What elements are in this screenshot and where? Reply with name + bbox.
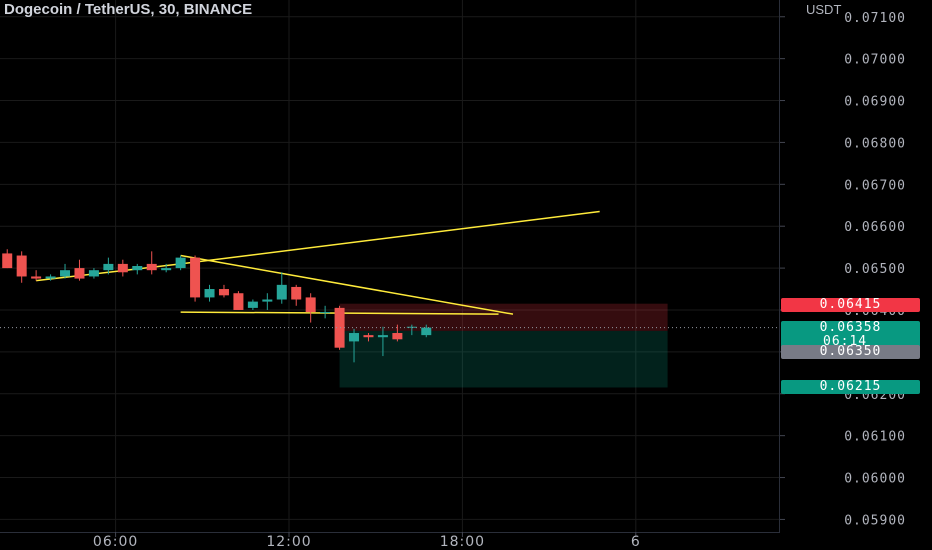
bullish-candle <box>88 268 99 279</box>
bullish-candle <box>103 257 114 275</box>
candle-body <box>175 257 186 269</box>
bullish-candle <box>175 255 186 271</box>
candle-body <box>262 299 273 302</box>
price-tick-label: 0.06600 <box>844 220 906 235</box>
time-tick-label: 6 <box>631 534 641 550</box>
take-profit-price-tag: 0.06215 <box>781 380 920 394</box>
bullish-candle <box>132 263 143 275</box>
price-tick-label: 0.06000 <box>844 472 906 487</box>
price-tick-label: 0.05900 <box>844 513 906 528</box>
price-tick-label: 0.06700 <box>844 178 906 193</box>
candle-body <box>392 333 403 340</box>
candle-body <box>117 263 128 273</box>
chart-grid <box>0 0 780 532</box>
price-tick-label: 0.06900 <box>844 95 906 110</box>
candle-body <box>204 289 215 298</box>
bearish-candle <box>233 291 244 310</box>
bullish-candle <box>349 328 360 363</box>
price-tick-label: 0.06500 <box>844 262 906 277</box>
candle-body <box>88 270 99 277</box>
candle-body <box>406 326 417 328</box>
chart-title: Dogecoin / TetherUS, 30, BINANCE <box>4 1 253 18</box>
candle-body <box>60 270 71 277</box>
bullish-candle <box>45 274 56 281</box>
bullish-candle <box>421 324 432 338</box>
entry-price-tag: 0.06350 <box>781 345 920 359</box>
candle-body <box>103 263 114 271</box>
candle-body <box>421 327 432 336</box>
candle-body <box>161 268 172 271</box>
candle-body <box>74 268 85 279</box>
candle-body <box>2 253 13 269</box>
current-price-value: 0.06358 <box>819 320 882 335</box>
bearish-candle <box>363 333 374 342</box>
time-tick-label: 12:00 <box>266 534 311 550</box>
bullish-candle <box>276 272 287 304</box>
candle-body <box>146 263 157 271</box>
candle-body <box>233 293 244 310</box>
candle-body <box>334 307 345 348</box>
bearish-candle <box>218 284 229 298</box>
candle-body <box>218 289 229 296</box>
candle-body <box>276 284 287 300</box>
take-profit-zone <box>339 330 668 388</box>
time-tick-label: 06:00 <box>93 534 138 550</box>
candle-body <box>45 276 56 279</box>
bearish-candle <box>190 255 201 302</box>
position-zones <box>339 303 668 388</box>
bearish-candle <box>31 270 42 281</box>
candle-body <box>349 333 360 342</box>
trend-drawings <box>36 210 600 315</box>
bearish-candle <box>74 259 85 281</box>
bullish-candle <box>161 263 172 273</box>
bearish-candle <box>16 251 27 283</box>
candle-body <box>320 312 331 314</box>
candlestick-series <box>2 249 432 363</box>
candle-body <box>363 335 374 338</box>
candle-body <box>132 266 143 271</box>
bullish-candle <box>204 284 215 302</box>
candle-body <box>16 255 27 277</box>
candle-body <box>377 335 388 338</box>
price-tick-label: 0.07000 <box>844 53 906 68</box>
stop-loss-zone <box>339 303 668 331</box>
stop-loss-price-tag: 0.06415 <box>781 298 920 312</box>
price-tick-label: 0.06800 <box>844 136 906 151</box>
candle-body <box>305 297 316 313</box>
candle-body <box>190 257 201 298</box>
price-tick-label: 0.07100 <box>844 11 906 26</box>
candle-body <box>31 276 42 279</box>
bearish-candle <box>305 293 316 323</box>
currency-label: USDT <box>806 2 842 17</box>
price-tick-label: 0.06100 <box>844 430 906 445</box>
bullish-candle <box>247 299 258 310</box>
bearish-candle <box>117 259 128 277</box>
bearish-candle <box>146 251 157 275</box>
current-price-tag: 0.06358 06:14 <box>781 321 920 349</box>
time-tick-label: 18:00 <box>440 534 485 550</box>
trendline-drawing <box>180 254 514 315</box>
bearish-candle <box>392 324 403 342</box>
bearish-candle <box>334 305 345 350</box>
candle-body <box>247 301 258 308</box>
price-axis: 0.07100 0.07000 0.06900 0.06800 0.06700 0.066… <box>780 11 906 528</box>
bullish-candle <box>60 263 71 279</box>
bullish-candle <box>320 305 331 319</box>
candle-body <box>291 286 302 300</box>
bullish-candle <box>262 293 273 310</box>
time-axis: 06:00 12:00 18:00 6 <box>93 532 641 550</box>
bearish-candle <box>2 249 13 269</box>
bearish-candle <box>291 284 302 306</box>
bullish-candle <box>406 324 417 336</box>
bullish-candle <box>377 326 388 357</box>
